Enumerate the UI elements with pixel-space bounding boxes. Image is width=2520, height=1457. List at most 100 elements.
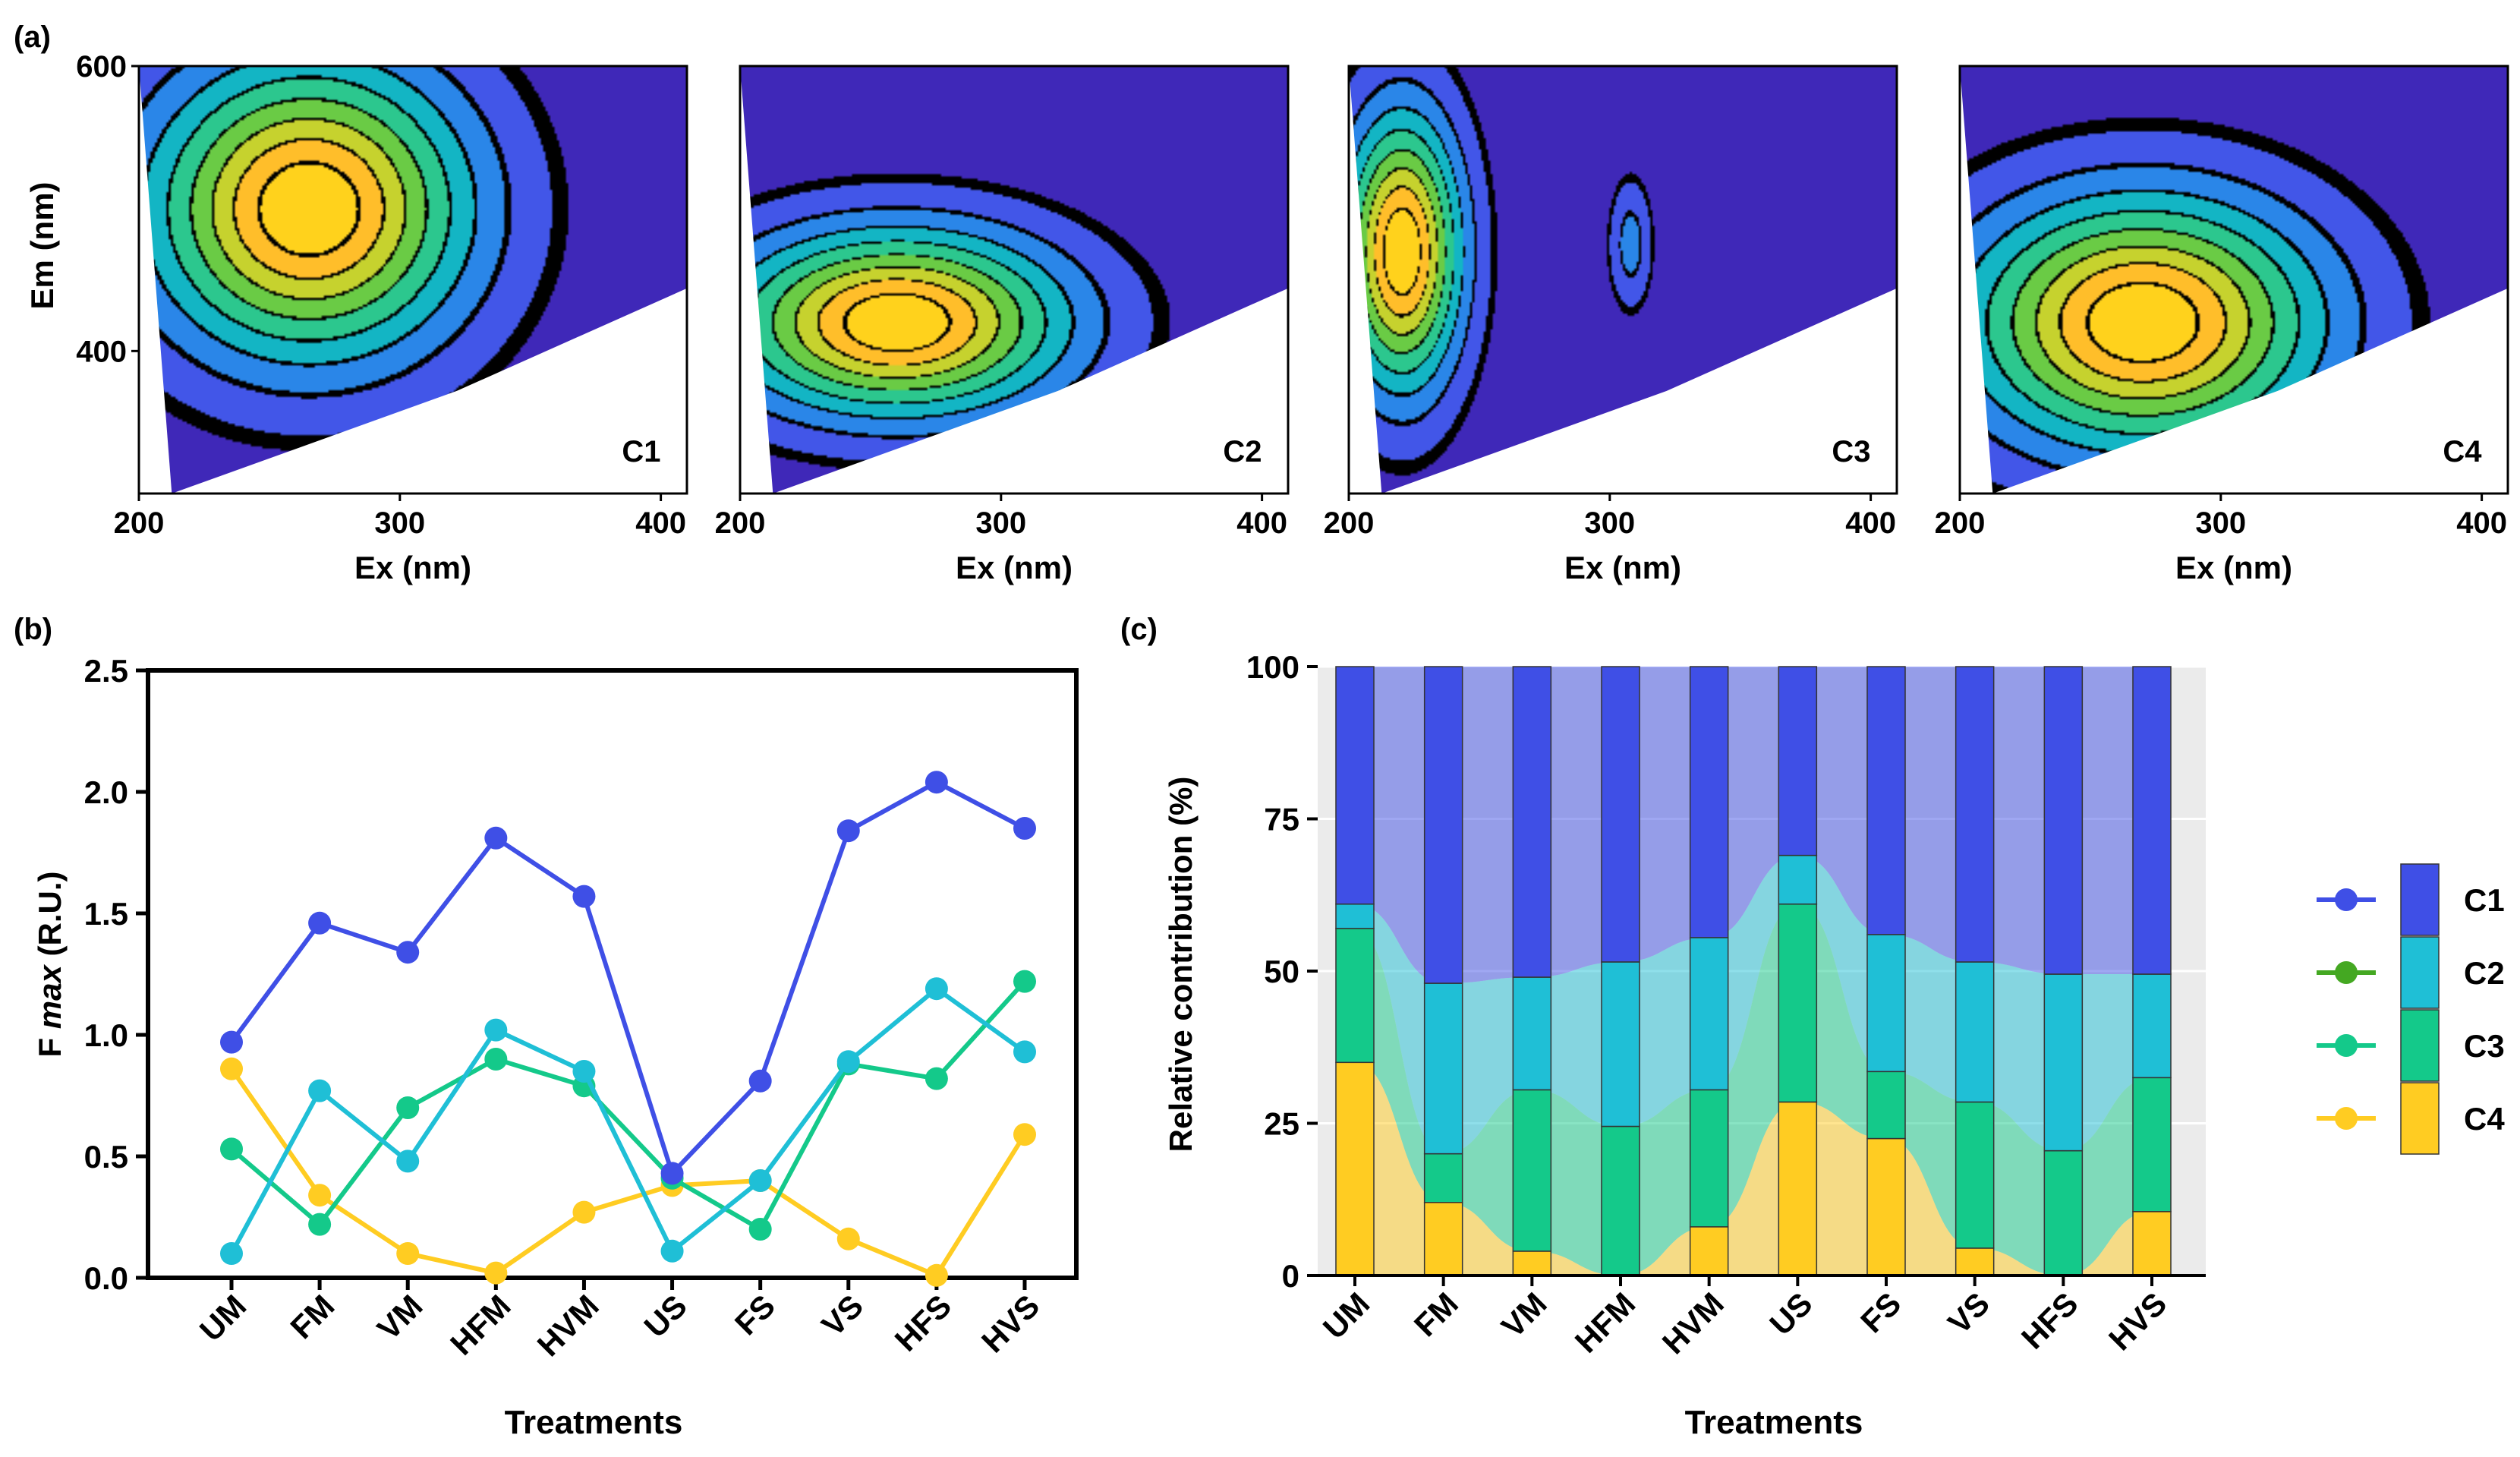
legend-marker (2335, 1107, 2358, 1130)
panel-c-xtick-label: FM (1407, 1285, 1465, 1343)
eem-xtick-label: 300 (374, 506, 425, 540)
panel-c-xtick-label: US (1762, 1285, 1819, 1342)
panel-b-ylabel-italic: max (32, 963, 68, 1029)
panel-b-xtick-label: HFS (888, 1288, 959, 1358)
panel-c-bar-c4 (2132, 1211, 2172, 1276)
legend-item-c2: C2 (2317, 936, 2505, 1009)
eem-xtick-label: 300 (975, 506, 1026, 540)
panel-c-xtick-label: FS (1854, 1285, 1907, 1339)
panel-c-bar-c1 (1601, 666, 1640, 963)
eem-xtick-label: 200 (1935, 506, 1986, 540)
panel-c-ytick-label: 75 (1264, 802, 1299, 837)
panel-b-point-c1 (748, 1069, 772, 1093)
legend-label: C2 (2464, 955, 2505, 991)
panel-c-ytick-label: 50 (1264, 954, 1299, 989)
legend-label: C4 (2464, 1101, 2505, 1137)
panel-b-xtick-label: VM (370, 1288, 430, 1347)
eem-ytick-label: 600 (76, 50, 127, 84)
panel-c-bar-c4 (1423, 1202, 1463, 1276)
panel-c-bar-c1 (1423, 666, 1463, 984)
panel-b-point-c3 (220, 1137, 243, 1161)
panel-c-xtick-label: UM (1316, 1285, 1376, 1345)
panel-b-point-c2 (925, 977, 948, 1001)
eem-ytick-label: 400 (76, 335, 127, 368)
legend-marker (2335, 961, 2358, 984)
eem-heatmap-c3 (1349, 66, 1897, 494)
panel-c-xtick-label: HFS (2014, 1285, 2085, 1356)
panel-c-bar-c3 (1423, 1153, 1463, 1203)
panel-c-bar-c1 (1955, 666, 1995, 963)
panel-c-bar-c3 (1601, 1125, 1640, 1276)
panel-c-ytick-label: 25 (1264, 1106, 1299, 1142)
legend-marker (2335, 888, 2358, 911)
panel-c-bar-c4 (1955, 1247, 1995, 1276)
panel-b-point-c1 (1013, 817, 1036, 840)
legend-item-c4: C4 (2317, 1082, 2505, 1155)
panel-c-bar-c3 (1955, 1101, 1995, 1249)
panel-b-point-c4 (1013, 1123, 1036, 1146)
panel-c-bar-c1 (1689, 666, 1729, 938)
panel-c-bar-c3 (2132, 1077, 2172, 1213)
panel-b-series (220, 771, 1036, 1287)
panel-b-line-c2 (229, 986, 1026, 1255)
panel-b-point-c1 (484, 826, 508, 850)
panel-b-ytick-label: 1.5 (84, 896, 128, 932)
panel-c-bar-c2 (2132, 973, 2172, 1079)
panel-c-xtick-label: HFM (1568, 1285, 1643, 1360)
eem-heatmap-c1 (139, 66, 687, 494)
panel-b-frame (146, 668, 1079, 1280)
eem-c3: C3 200 300 400 Ex (nm) (1324, 65, 1898, 585)
panel-b-point-c4 (572, 1200, 596, 1224)
panel-c-bar-c2 (1955, 961, 1995, 1103)
eem-c2: C2 200 300 400 Ex (nm) (715, 65, 1290, 585)
panel-c-bar-c2 (1778, 854, 1818, 905)
panel-b-ytick-label: 1.0 (84, 1017, 128, 1053)
panel-b-xtick-label: HFM (443, 1288, 518, 1362)
panel-a: (a) C1 200 300 400 Ex (nm) 600 400 Em (nm) C2 200… (14, 20, 2509, 585)
panel-b-point-c2 (572, 1060, 596, 1083)
panel-b-point-c4 (925, 1263, 948, 1287)
panel-c-bar-c2 (1866, 934, 1906, 1073)
eem-subplots: C1 200 300 400 Ex (nm) 600 400 Em (nm) C2 200 300 4… (24, 50, 2509, 585)
legend: C1 C2 C3 C4 (2317, 863, 2505, 1155)
legend-item-c3: C3 (2317, 1009, 2505, 1082)
panel-c-bar-c1 (1778, 666, 1818, 856)
eem-frame (739, 65, 1290, 495)
panel-b-point-c4 (308, 1184, 332, 1207)
eem-xtick-label: 400 (635, 506, 686, 540)
panel-b-point-c1 (220, 1030, 243, 1054)
panel-b-xtick-label: US (637, 1288, 694, 1345)
panel-b-point-c3 (484, 1048, 508, 1071)
panel-c-ytick-label: 0 (1282, 1258, 1299, 1294)
eem-frame (137, 65, 688, 495)
panel-b-point-c1 (660, 1162, 684, 1185)
legend-swatch (2400, 936, 2440, 1009)
eem-xlabel: Ex (nm) (2175, 550, 2292, 585)
panel-b-point-c4 (484, 1261, 508, 1285)
panel-b-point-c3 (396, 1096, 420, 1119)
panel-b-line-c1 (229, 780, 1026, 1176)
eem-xtick-label: 400 (1845, 506, 1896, 540)
panel-c-bar-c3 (1512, 1089, 1552, 1252)
panel-c-bar-c3 (2043, 1150, 2084, 1276)
panel-b-label: (b) (14, 613, 52, 646)
panel-c-bar-c2 (1512, 976, 1552, 1091)
eem-label-c1: C1 (622, 435, 660, 468)
panel-c-label: (c) (1120, 613, 1158, 646)
panel-b: (b) 0.0 0.5 1.0 1.5 2.0 2.5 UM FM VM HFM HVM US FS VS… (14, 613, 1079, 1441)
panel-b-xtick-label: HVM (531, 1288, 606, 1363)
legend-swatch (2400, 1009, 2440, 1082)
panel-b-ylabel-prefix: F (32, 1029, 68, 1057)
panel-b-point-c2 (660, 1239, 684, 1263)
panel-c-area-c3 (1355, 904, 2152, 1276)
panel-c-bar-c2 (1423, 982, 1463, 1155)
panel-b-ylabel: F max (R.U.) (32, 871, 68, 1057)
panel-b-point-c3 (308, 1213, 332, 1236)
panel-c-bar-c3 (1689, 1089, 1729, 1228)
panel-b-ytick-label: 2.0 (84, 774, 128, 810)
eem-label-c2: C2 (1223, 435, 1262, 468)
panel-c-bar-c3 (1778, 904, 1818, 1103)
panel-b-point-c3 (748, 1218, 772, 1241)
panel-b-ytick-label: 0.0 (84, 1260, 128, 1296)
